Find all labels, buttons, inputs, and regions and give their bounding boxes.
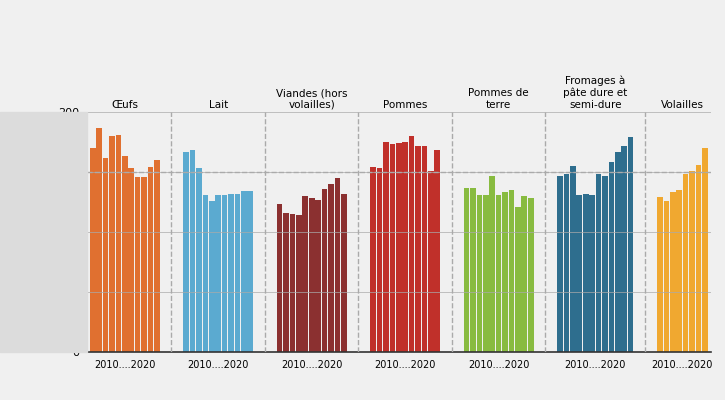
Bar (103, 158, 108, 352)
Bar (154, 160, 160, 352)
Bar (377, 168, 382, 352)
Bar (296, 215, 302, 352)
Bar (315, 200, 321, 352)
Bar (689, 171, 695, 352)
Bar (148, 167, 153, 352)
Text: Lait: Lait (209, 100, 228, 110)
Bar (434, 150, 440, 352)
Bar (283, 213, 289, 352)
Bar (496, 195, 502, 352)
Bar (141, 177, 147, 352)
Text: Volailles: Volailles (661, 100, 704, 110)
Bar (135, 177, 141, 352)
Text: Pommes de
terre: Pommes de terre (468, 88, 529, 110)
Bar (209, 201, 215, 352)
Bar (241, 191, 247, 352)
Text: Pommes: Pommes (383, 100, 427, 110)
Bar (109, 136, 115, 352)
Bar (476, 195, 482, 352)
Bar (289, 214, 295, 352)
Bar (128, 168, 134, 352)
Bar (521, 196, 527, 352)
Bar (122, 156, 128, 352)
Bar (334, 178, 340, 352)
Bar (370, 167, 376, 352)
Bar (589, 195, 595, 352)
Bar (570, 166, 576, 352)
Bar (415, 146, 420, 352)
Bar (621, 146, 627, 352)
Bar (421, 146, 427, 352)
Bar (676, 190, 682, 352)
Bar (428, 171, 434, 352)
Bar (563, 174, 569, 352)
Bar (341, 194, 347, 352)
Bar (228, 194, 234, 352)
Bar (583, 194, 589, 352)
Bar (515, 207, 521, 352)
Bar (302, 196, 308, 352)
Bar (502, 192, 508, 352)
Bar (628, 137, 634, 352)
Bar (657, 197, 663, 352)
Bar (402, 142, 408, 352)
Bar (409, 136, 415, 352)
Y-axis label: Base 100 (non «bio» = 100): Base 100 (non «bio» = 100) (44, 159, 54, 305)
Bar (309, 198, 315, 352)
Bar (247, 191, 253, 352)
Bar (383, 142, 389, 352)
Bar (615, 152, 621, 352)
Bar (470, 188, 476, 352)
Bar (489, 176, 495, 352)
Bar (183, 152, 189, 352)
Bar (96, 128, 102, 352)
Bar (608, 162, 614, 352)
Text: Œufs: Œufs (111, 100, 138, 110)
Bar (558, 176, 563, 352)
Bar (602, 176, 608, 352)
Bar (277, 204, 283, 352)
Text: Viandes (hors
volailles): Viandes (hors volailles) (276, 88, 347, 110)
Bar (328, 184, 334, 352)
Bar (389, 144, 395, 352)
Bar (483, 195, 489, 352)
Bar (576, 195, 582, 352)
Bar (663, 201, 669, 352)
Bar (464, 188, 469, 352)
Bar (596, 174, 601, 352)
Bar (196, 168, 202, 352)
Bar (222, 195, 228, 352)
Bar (702, 148, 708, 352)
Bar (670, 192, 676, 352)
Bar (695, 165, 701, 352)
Bar (215, 195, 221, 352)
Text: Fromages à
pâte dure et
semi-dure: Fromages à pâte dure et semi-dure (563, 75, 627, 110)
Bar (509, 190, 514, 352)
Bar (322, 189, 328, 352)
Bar (528, 198, 534, 352)
Bar (235, 194, 240, 352)
Bar (90, 148, 96, 352)
Bar (202, 195, 208, 352)
Bar (115, 135, 121, 352)
Bar (190, 150, 196, 352)
Bar (396, 143, 402, 352)
Bar (683, 174, 689, 352)
